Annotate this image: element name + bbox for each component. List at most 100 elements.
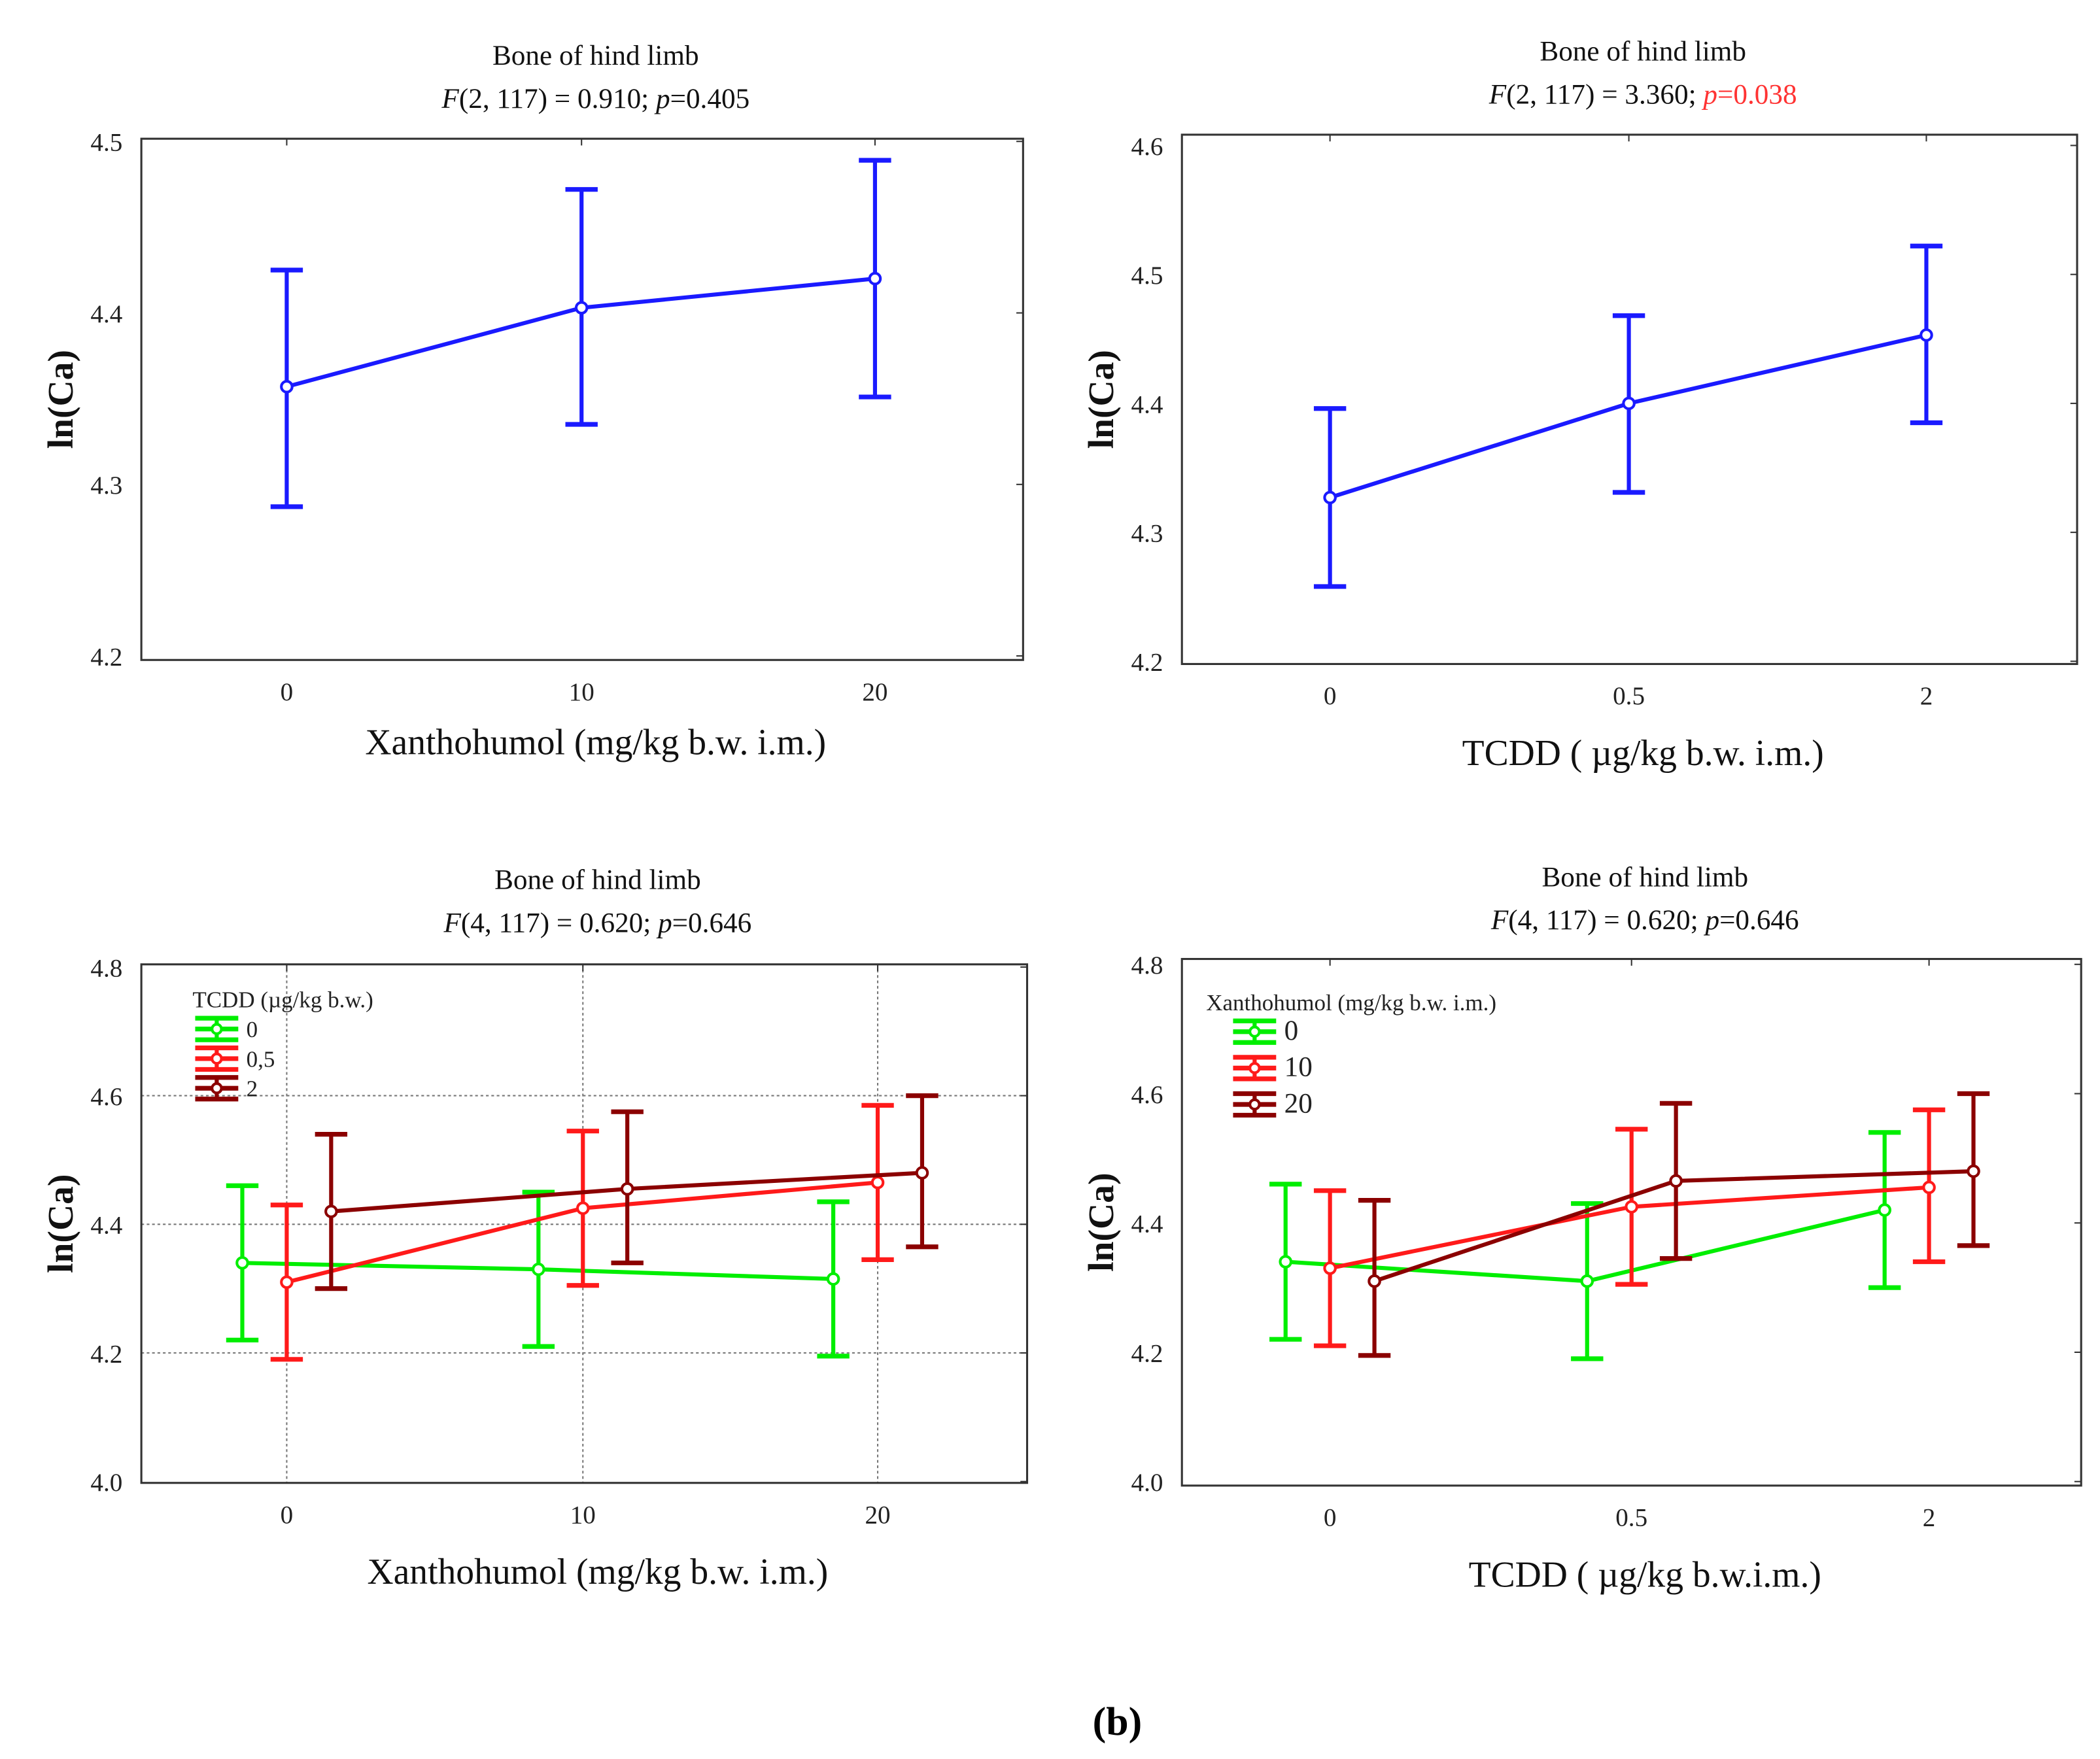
series-10 [1313,1107,1946,1348]
chart-statistic: F(4, 117) = 0.620; p=0.646 [443,907,752,938]
legend-icon-point [1248,1062,1261,1074]
error-bar [1868,1130,1901,1290]
data-point [1625,1200,1638,1214]
y-tick-label: 4.3 [1131,520,1163,548]
y-tick-label: 4.2 [90,643,122,671]
x-tick-label: 0 [281,1501,294,1529]
data-point [324,1204,338,1218]
y-tick-label: 4.5 [1131,262,1163,290]
y-tick-label: 4.3 [90,471,122,500]
series-2 [315,1093,938,1291]
legend-entry-label: 0 [247,1017,258,1042]
series-0,5 [270,1102,894,1362]
stat-p: p [1701,79,1717,111]
chart-panel-3: Bone of hind limb F(4, 117) = 0.620; p=0.… [41,864,1029,1592]
y-axis-label: ln(Ca) [1081,1173,1122,1272]
error-bar [270,1203,303,1362]
data-point [868,271,882,286]
y-axis-label: ln(Ca) [41,1174,81,1273]
data-point [1279,1255,1292,1269]
legend-entry-label: 20 [1284,1087,1313,1119]
chart-title: Bone of hind limb [1540,36,1746,67]
x-axis-label: TCDD ( µg/kg b.w.i.m.) [1469,1554,1821,1595]
error-bar [270,267,303,509]
y-tick-label: 4.8 [90,954,122,982]
stat-p: p [654,83,670,114]
error-bar [565,187,598,427]
data-point [826,1272,840,1286]
series-0 [1269,1130,1901,1361]
legend-entry-label: 2 [247,1076,258,1102]
stat-df: (2, 117) = 3.360; [1506,79,1703,111]
legend-icon-point [211,1023,223,1035]
chart-panel-2: Bone of hind limb F(2, 117) = 3.360; p=0.… [1081,36,2078,774]
stat-df: (4, 117) = 0.620; [1508,904,1705,936]
error-bar [1313,406,1347,589]
x-tick-label: 0 [281,678,294,706]
stat-df: (2, 117) = 0.910; [459,83,656,114]
x-tick-label: 0 [1324,682,1337,710]
data-point [235,1256,249,1270]
y-tick-label: 4.2 [90,1340,122,1368]
data-point [280,1275,294,1289]
stat-F: F [1489,79,1507,111]
y-tick-label: 4.0 [1131,1469,1163,1497]
y-axis-label: ln(Ca) [1081,350,1122,449]
error-bar [859,158,891,400]
data-point [1622,396,1636,411]
legend-entry-label: 10 [1284,1051,1313,1083]
legend-icon-point [211,1052,223,1065]
legend-icon-point [1248,1098,1261,1111]
y-axis-label: ln(Ca) [41,350,81,449]
x-tick-label: 2 [1920,682,1933,710]
error-bar [1358,1198,1391,1358]
series-line [1330,1185,1929,1271]
data-point [1967,1164,1980,1178]
legend-errorbar-icon [1233,1018,1277,1045]
chart-title: Bone of hind limb [494,864,701,895]
error-bar [1615,1127,1648,1287]
series-mean [270,158,891,509]
legend-errorbar-icon [195,1075,239,1102]
legend-entry-label: 0,5 [247,1046,275,1072]
chart-statistic: F(4, 117) = 0.620; p=0.646 [1490,904,1799,936]
x-tick-label: 2 [1923,1504,1936,1532]
x-axis-label: Xanthohumol (mg/kg b.w. i.m.) [365,722,826,762]
data-point [1919,328,1933,342]
y-tick-label: 4.6 [1131,133,1163,161]
chart-title: Bone of hind limb [492,40,699,71]
data-point [1323,1261,1337,1275]
legend-errorbar-icon [1233,1055,1277,1082]
y-tick-label: 4.0 [90,1469,122,1497]
y-tick-label: 4.4 [1131,1210,1163,1238]
data-point [1669,1174,1683,1188]
data-point [280,380,294,394]
error-bar [1910,243,1943,426]
series-20 [1358,1091,1990,1358]
y-tick-label: 4.5 [90,129,122,157]
figure-caption: (b) [1093,1699,1142,1744]
x-tick-label: 20 [865,1501,890,1529]
x-tick-label: 0.5 [1615,1504,1647,1532]
y-tick-label: 4.6 [90,1083,122,1111]
stat-p: p [656,907,672,938]
data-point [620,1182,634,1196]
y-tick-label: 4.6 [1131,1081,1163,1109]
x-tick-label: 10 [569,678,594,706]
x-tick-label: 20 [862,678,887,706]
error-bar [1659,1101,1693,1261]
data-point [870,1176,885,1189]
legend-title: TCDD (µg/kg b.w.) [192,987,373,1013]
legend-icon-point [211,1082,223,1095]
chart-panel-4: Bone of hind limb F(4, 117) = 0.620; p=0.… [1081,861,2082,1595]
stat-p-value: =0.646 [672,907,752,938]
error-bar [226,1183,259,1342]
stat-df: (4, 117) = 0.620; [461,907,658,938]
y-tick-label: 4.4 [1131,390,1163,418]
error-bar [315,1131,348,1291]
legend-errorbar-icon [1233,1091,1277,1118]
y-tick-label: 4.8 [1131,951,1163,980]
chart-statistic: F(2, 117) = 3.360; p=0.038 [1489,79,1797,111]
stat-F: F [1490,904,1509,936]
